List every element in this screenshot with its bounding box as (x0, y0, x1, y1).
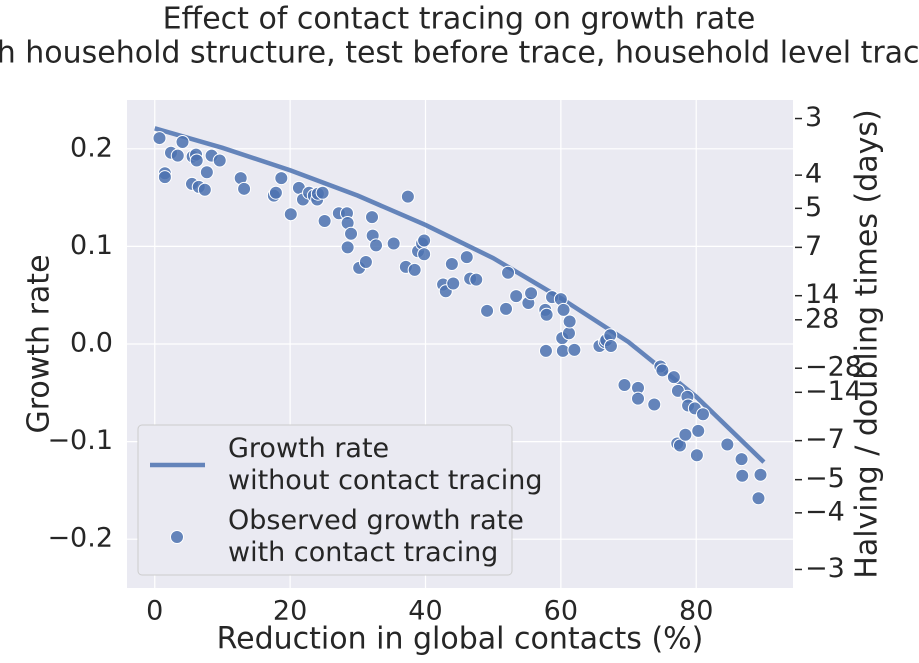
legend-label: Growth rate without contact tracing (228, 433, 543, 496)
scatter-point (459, 250, 474, 265)
legend-box (137, 424, 513, 576)
y-tick-label: −0.2 (47, 523, 113, 554)
scatter-point (417, 233, 432, 248)
legend-label: Observed growth rate with contact tracin… (228, 505, 524, 568)
legend-marker (170, 530, 184, 544)
scatter-point (175, 134, 190, 149)
y-tick-label: 0.1 (70, 230, 113, 261)
scatter-point (678, 427, 693, 442)
x-tick-label: 0 (146, 596, 163, 627)
scatter-point (444, 256, 459, 271)
y2-tick-label: −5 (805, 463, 845, 494)
scatter-point (469, 272, 484, 287)
scatter-point (562, 314, 577, 329)
scatter-point (400, 189, 415, 204)
scatter-point (666, 370, 681, 385)
scatter-point (539, 307, 554, 322)
x-tick-label: 60 (544, 596, 578, 627)
scatter-point (480, 303, 495, 318)
x-tick-label: 80 (679, 596, 713, 627)
scatter-point (538, 343, 553, 358)
scatter-point (386, 236, 401, 251)
x-tick-label: 20 (273, 596, 307, 627)
chart-subtitle: (with household structure, test before t… (0, 36, 919, 71)
scatter-point (567, 342, 582, 357)
scatter-point (501, 265, 516, 280)
scatter-point (237, 181, 252, 196)
scatter-point (689, 448, 704, 463)
x-axis-label: Reduction in global contacts (%) (217, 622, 704, 657)
scatter-point (734, 452, 749, 467)
scatter-point (555, 343, 570, 358)
scatter-point (199, 165, 214, 180)
y-tick-label: 0.2 (70, 132, 113, 163)
scatter-point (274, 171, 289, 186)
y2-tick-label: −7 (805, 424, 845, 455)
y2-tick-label: 3 (805, 102, 822, 133)
y-tick-label: −0.1 (47, 425, 113, 456)
scatter-point (365, 210, 380, 225)
scatter-point (268, 185, 283, 200)
scatter-point (344, 226, 359, 241)
scatter-point (524, 286, 539, 301)
scatter-point (751, 491, 766, 506)
scatter-point (603, 338, 618, 353)
y2-tick-label: −3 (805, 553, 845, 584)
scatter-point (631, 391, 646, 406)
y2-tick-label: −28 (805, 352, 862, 383)
chart-title: Effect of contact tracing on growth rate (163, 2, 756, 37)
scatter-point (753, 467, 768, 482)
y2-tick-label: −4 (805, 496, 845, 527)
scatter-point (446, 276, 461, 291)
y2-tick-label: 28 (805, 303, 839, 334)
scatter-point (197, 182, 212, 197)
scatter-point (617, 377, 632, 392)
scatter-point (499, 301, 514, 316)
y2-axis-label: Halving / doubling times (days) (850, 109, 885, 578)
scatter-point (655, 363, 670, 378)
scatter-point (695, 407, 710, 422)
scatter-point (189, 153, 204, 168)
scatter-point (561, 326, 576, 341)
scatter-point (358, 255, 373, 270)
scatter-point (735, 468, 750, 483)
scatter-point (417, 247, 432, 262)
scatter-point (152, 131, 167, 146)
scatter-point (283, 207, 298, 222)
scatter-point (157, 170, 172, 185)
scatter-point (317, 214, 332, 229)
scatter-point (556, 302, 571, 317)
scatter-point (691, 423, 706, 438)
scatter-point (647, 397, 662, 412)
y2-tick-label: 14 (805, 279, 839, 310)
y2-tick-label: 4 (805, 159, 822, 190)
y-tick-label: 0.0 (70, 328, 113, 359)
scatter-point (407, 262, 422, 277)
x-tick-label: 40 (408, 596, 442, 627)
scatter-point (369, 238, 384, 253)
scatter-point (170, 148, 185, 163)
y2-tick-label: −14 (805, 376, 862, 407)
scatter-point (315, 185, 330, 200)
scatter-point (509, 289, 524, 304)
y2-tick-label: 7 (805, 231, 822, 262)
scatter-point (720, 437, 735, 452)
scatter-point (212, 153, 227, 168)
y-axis-label: Growth rate (22, 254, 57, 433)
y2-tick-label: 5 (805, 192, 822, 223)
scatter-point (340, 240, 355, 255)
